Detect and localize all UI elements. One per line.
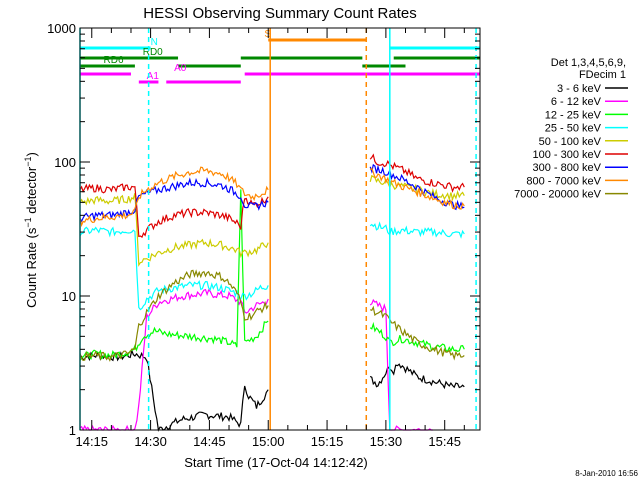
- series-line-0-1: [369, 363, 465, 390]
- series-8: [79, 269, 465, 362]
- series-line-5-1: [369, 153, 465, 193]
- orbit-bar-label-rd0: RD0: [143, 47, 163, 58]
- legend-label: 100 - 300 keV: [533, 149, 602, 161]
- plot-frame: [79, 27, 481, 431]
- legend-title-line: Det 1,3,4,5,6,9,: [551, 57, 626, 69]
- series-layer: [79, 153, 465, 432]
- y-label-main: Count Rate (s: [24, 227, 39, 308]
- legend-label: 300 - 800 keV: [533, 162, 602, 174]
- y-axis-label: Count Rate (s−1 detector−1): [23, 152, 39, 308]
- x-tick-label: 15:00: [252, 434, 285, 449]
- x-tick-label: 14:15: [75, 434, 108, 449]
- legend-label: 6 - 12 keV: [551, 96, 602, 108]
- x-tick-label: 14:45: [193, 434, 226, 449]
- legend-label: 25 - 50 keV: [545, 123, 602, 135]
- series-line-6-0: [79, 176, 269, 223]
- orbit-bar-label-rd6: RD6: [104, 55, 124, 66]
- series-7: [79, 166, 465, 228]
- axes: 1 10 100 1000 14:15 14:30 14:45 15:00 15:15 15:30…: [47, 21, 481, 449]
- series-line-7-0: [79, 166, 269, 228]
- series-line-7-1: [369, 167, 465, 210]
- timestamp: 8-Jan-2010 16:56: [575, 469, 638, 478]
- orbit-bar-label-a0: A0: [174, 63, 187, 74]
- x-tick-label: 14:30: [134, 434, 167, 449]
- legend-label: 7000 - 20000 keV: [514, 189, 602, 201]
- series-3: [79, 221, 465, 311]
- y-tick-label: 10: [62, 289, 76, 304]
- series-line-8-0: [79, 269, 269, 362]
- orbit-bar-label-a1: A1: [147, 71, 160, 82]
- series-line-2-1: [369, 321, 465, 353]
- y-label-mid: detector: [24, 166, 39, 217]
- x-axis-label: Start Time (17-Oct-04 14:12:42): [184, 455, 368, 470]
- y-tick-label: 100: [54, 155, 76, 170]
- plot-background: [80, 28, 480, 430]
- legend-label: 50 - 100 keV: [539, 136, 602, 148]
- series-line-5-0: [79, 183, 269, 239]
- series-line-8-1: [369, 305, 465, 361]
- legend-label: 800 - 7000 keV: [526, 175, 601, 187]
- y-label-end: ): [24, 152, 39, 156]
- chart-title: HESSI Observing Summary Count Rates: [143, 5, 416, 22]
- y-tick-label: 1000: [47, 21, 76, 36]
- series-line-4-0: [79, 193, 269, 267]
- legend-label: 12 - 25 keV: [545, 109, 602, 121]
- legend-title-line: FDecim 1: [579, 69, 626, 81]
- x-tick-label: 15:30: [370, 434, 403, 449]
- legend-label: 3 - 6 keV: [557, 83, 602, 95]
- series-5: [79, 153, 465, 239]
- series-line-3-1: [369, 221, 465, 239]
- y-label-sup-2: −1: [23, 157, 33, 167]
- y-label-sup-1: −1: [23, 217, 33, 227]
- plot-area: [80, 28, 480, 430]
- x-tick-label: 15:45: [428, 434, 461, 449]
- y-tick-label: 1: [69, 423, 76, 438]
- series-line-3-0: [79, 226, 269, 311]
- orbit-bar-label-n: N: [151, 37, 158, 48]
- x-tick-label: 15:15: [311, 434, 344, 449]
